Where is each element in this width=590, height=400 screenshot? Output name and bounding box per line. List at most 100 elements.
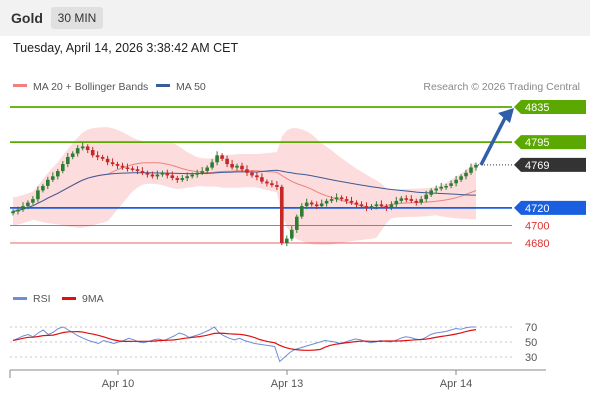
legend-label-rsi: RSI bbox=[33, 293, 51, 305]
candle-body bbox=[220, 155, 224, 159]
candle-body bbox=[185, 176, 189, 179]
candle-body bbox=[75, 148, 80, 154]
candle-body bbox=[215, 155, 219, 163]
price-tags: 4835 4795 4720 4700 4680 4769 bbox=[478, 100, 586, 250]
candle-body bbox=[80, 146, 85, 149]
legend-swatch-ma20 bbox=[13, 84, 27, 87]
candle-body bbox=[349, 200, 354, 203]
current-price-tag-bg bbox=[514, 157, 586, 172]
candle-body bbox=[70, 153, 75, 157]
candle-body bbox=[319, 203, 324, 207]
candle-body bbox=[295, 216, 299, 230]
level-tag-4795-bg bbox=[514, 135, 586, 150]
candle-body bbox=[300, 206, 304, 217]
price-levels bbox=[10, 106, 512, 244]
candle-body bbox=[394, 200, 399, 205]
candle-body bbox=[205, 167, 209, 171]
legend-label-9ma: 9MA bbox=[82, 293, 104, 305]
credit-text: Research © 2026 Trading Central bbox=[423, 81, 580, 93]
candle-body bbox=[334, 197, 339, 200]
candle-body bbox=[329, 199, 334, 201]
instrument-title: Gold bbox=[11, 10, 43, 26]
candle-body bbox=[454, 179, 458, 184]
candle-body bbox=[125, 167, 130, 169]
candle-body bbox=[449, 183, 453, 186]
forecast-arrow-head bbox=[498, 108, 514, 123]
candle-body bbox=[90, 150, 95, 156]
candle-body bbox=[399, 198, 404, 201]
level-tag-4795: 4795 bbox=[525, 137, 549, 149]
candle-body bbox=[354, 202, 359, 205]
candle-body bbox=[190, 174, 194, 177]
candle-body bbox=[280, 186, 284, 243]
candle-body bbox=[51, 176, 55, 180]
timestamp: Tuesday, April 14, 2026 3:38:42 AM CET bbox=[13, 41, 239, 55]
candle-body bbox=[459, 176, 463, 180]
candle-body bbox=[160, 172, 165, 175]
candle-body bbox=[100, 157, 105, 159]
candle-body bbox=[275, 185, 279, 187]
candle-body bbox=[66, 157, 70, 164]
candle-body bbox=[469, 167, 473, 173]
candle-body bbox=[324, 200, 329, 204]
candle-body bbox=[369, 206, 374, 208]
candle-body bbox=[175, 178, 180, 180]
candle-body bbox=[230, 164, 234, 168]
candle-body bbox=[26, 202, 30, 207]
candle-body bbox=[21, 206, 25, 210]
candle-body bbox=[304, 202, 309, 207]
candle-body bbox=[61, 164, 65, 171]
legend-label-ma50: MA 50 bbox=[176, 81, 206, 93]
candle-body bbox=[16, 209, 20, 212]
candle-body bbox=[225, 158, 229, 165]
candle-body bbox=[379, 204, 384, 207]
candle-body bbox=[414, 200, 419, 203]
candle-body bbox=[85, 146, 90, 150]
candle-body bbox=[11, 211, 15, 214]
bollinger-bands bbox=[13, 127, 476, 245]
rsi-tick-70: 70 bbox=[525, 322, 537, 334]
level-tag-4835: 4835 bbox=[525, 102, 549, 114]
candle-body bbox=[364, 206, 369, 208]
timeframe-button[interactable]: 30 MIN bbox=[51, 7, 103, 29]
candle-body bbox=[384, 206, 389, 208]
legend-swatch-ma50 bbox=[156, 84, 170, 87]
candle-body bbox=[130, 168, 135, 170]
candle-body bbox=[429, 190, 433, 195]
candle-body bbox=[41, 186, 45, 191]
candle-body bbox=[170, 175, 175, 178]
legend-swatch-rsi bbox=[13, 297, 27, 300]
candle-body bbox=[255, 175, 259, 178]
moving-averages bbox=[12, 162, 477, 212]
candles bbox=[11, 142, 478, 247]
candle-body bbox=[434, 188, 438, 191]
candle-body bbox=[285, 238, 289, 243]
candle-body bbox=[250, 172, 254, 176]
x-axis: Apr 10 Apr 13 Apr 14 bbox=[102, 370, 472, 390]
candle-body bbox=[110, 162, 115, 165]
candle-body bbox=[195, 172, 199, 175]
level-label-4680: 4680 bbox=[525, 238, 549, 250]
ma50-line bbox=[12, 169, 476, 212]
x-tick-label: Apr 14 bbox=[440, 378, 472, 390]
candle-body bbox=[344, 199, 349, 201]
candle-body bbox=[404, 198, 409, 200]
candle-body bbox=[444, 186, 448, 188]
candle-body bbox=[155, 174, 160, 177]
legend-label-ma20: MA 20 + Bollinger Bands bbox=[33, 81, 148, 93]
candle-body bbox=[135, 169, 140, 172]
level-tag-4720-bg bbox=[514, 200, 586, 215]
rsi-9ma-line bbox=[12, 329, 477, 351]
candle-body bbox=[290, 229, 294, 239]
rsi-panel: 70 50 30 bbox=[10, 322, 537, 364]
candle-body bbox=[150, 174, 155, 177]
candle-body bbox=[240, 165, 244, 170]
candle-body bbox=[115, 164, 120, 166]
candle-body bbox=[31, 199, 35, 203]
candle-body bbox=[419, 199, 423, 203]
level-label-4700: 4700 bbox=[525, 221, 549, 233]
candle-body bbox=[464, 172, 468, 177]
legend-swatch-9ma bbox=[62, 297, 76, 300]
candle-body bbox=[424, 194, 428, 200]
